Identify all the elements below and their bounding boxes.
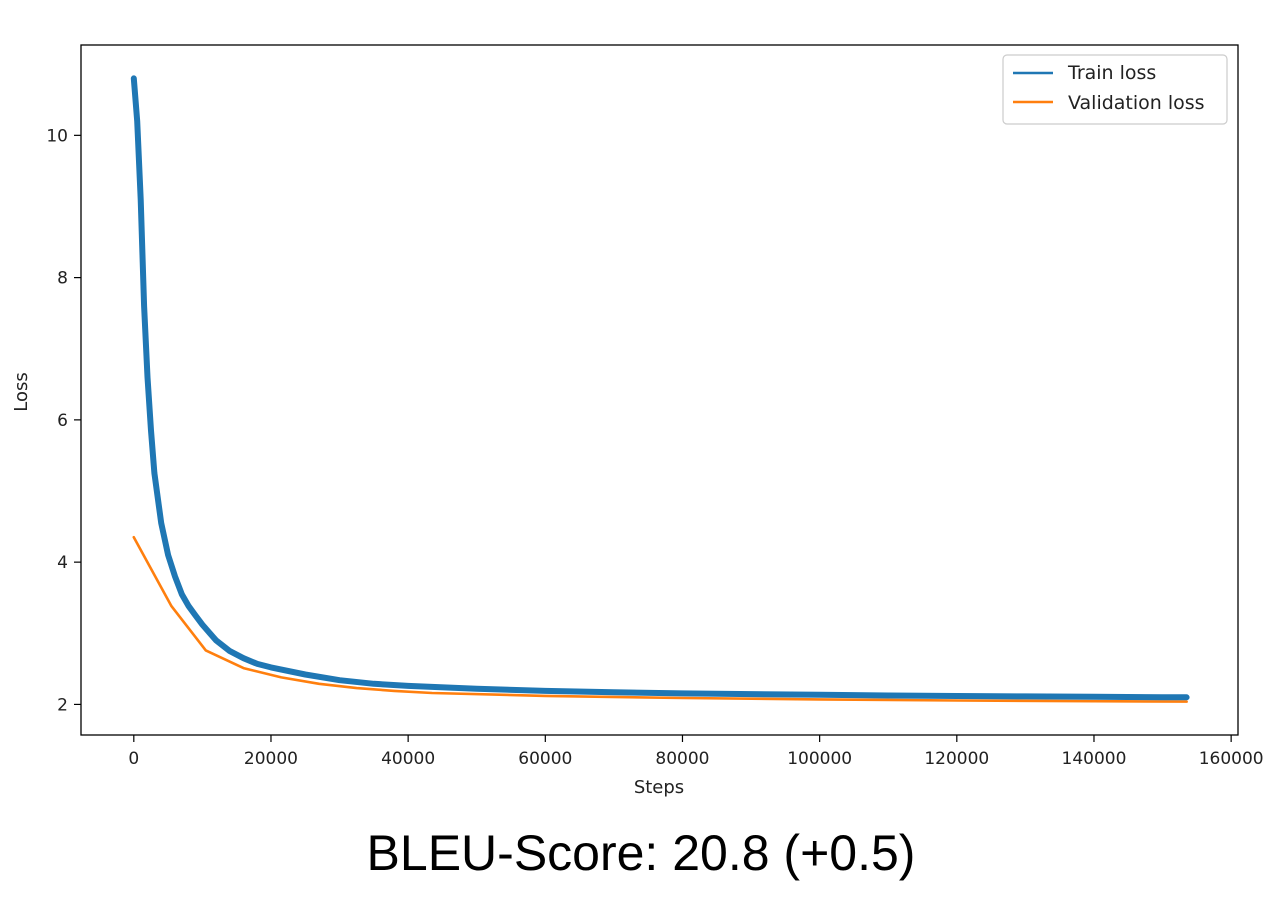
series-line-validation-loss (132, 535, 1188, 703)
x-tick-label: 0 (128, 749, 139, 769)
y-tick-label: 4 (57, 553, 68, 573)
x-axis-label: Steps (634, 777, 684, 798)
bleu-score-caption: BLEU-Score: 20.8 (+0.5) (366, 825, 916, 881)
y-tick-label: 10 (46, 126, 68, 146)
legend-label-train-loss: Train loss (1067, 62, 1156, 84)
plot-frame (80, 44, 1239, 736)
series-lines (130, 75, 1190, 703)
x-tick-label: 60000 (518, 749, 572, 769)
y-axis-label: Loss (11, 372, 32, 411)
legend: Train loss Validation loss (1002, 54, 1228, 125)
x-tick-label: 80000 (655, 749, 709, 769)
x-tick-label: 120000 (924, 749, 989, 769)
legend-box (1002, 54, 1228, 125)
legend-label-validation-loss: Validation loss (1068, 92, 1205, 114)
y-axis-ticks: 2 4 6 8 10 (46, 126, 81, 715)
loss-chart: 0 20000 40000 60000 80000 100000 120000 140000 1… (11, 44, 1264, 798)
x-tick-label: 140000 (1062, 749, 1127, 769)
y-tick-label: 6 (57, 411, 68, 431)
x-axis-ticks: 0 20000 40000 60000 80000 100000 120000 140000 1… (128, 735, 1264, 769)
y-tick-label: 2 (57, 695, 68, 715)
x-tick-label: 20000 (244, 749, 298, 769)
x-tick-label: 40000 (381, 749, 435, 769)
y-tick-label: 8 (57, 269, 68, 289)
x-tick-label: 160000 (1199, 749, 1264, 769)
series-line-train-loss (130, 75, 1190, 701)
x-tick-label: 100000 (787, 749, 852, 769)
